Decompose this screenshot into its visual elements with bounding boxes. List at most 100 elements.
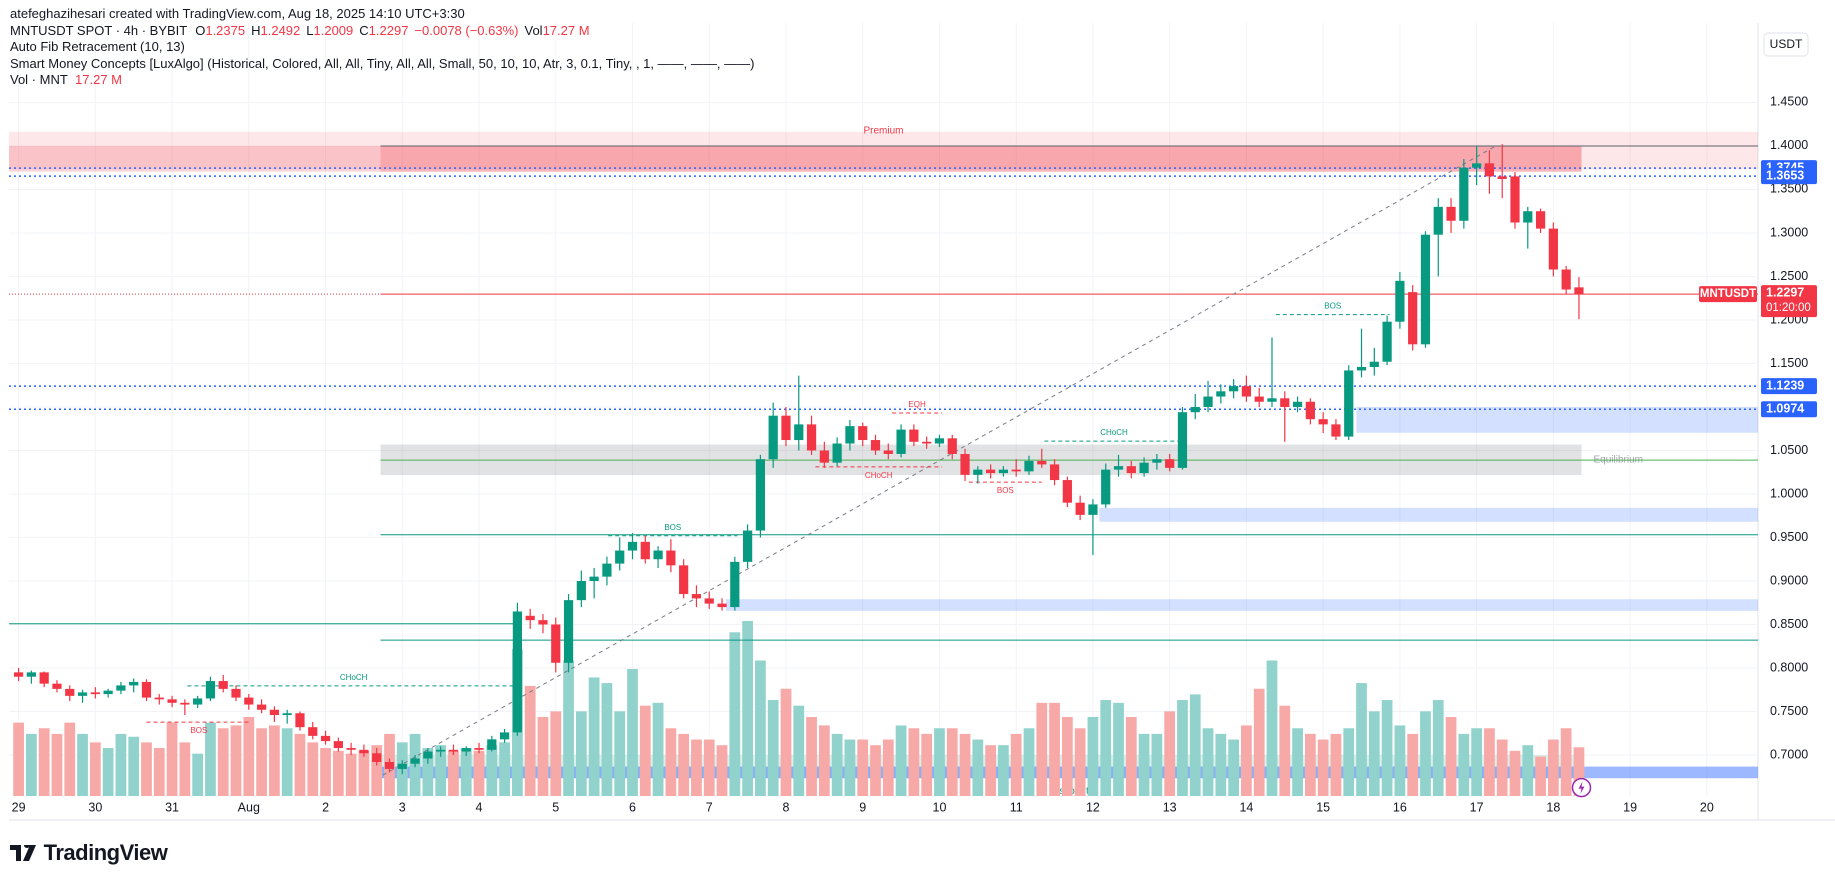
candle-body [423, 751, 433, 759]
candle-body [755, 459, 766, 531]
candle-body [525, 615, 535, 621]
candle-body [512, 611, 522, 733]
y-tick-label: 1.1500 [1770, 356, 1808, 370]
alert-bolt [1578, 781, 1585, 794]
candle-body [487, 739, 497, 750]
candle-body [1331, 424, 1341, 437]
x-tick-label: 7 [706, 800, 713, 814]
volume-bar [64, 722, 76, 796]
candle-body [653, 550, 663, 560]
volume-bar [1177, 700, 1188, 796]
candle-body [934, 438, 945, 444]
volume-bar [320, 748, 331, 796]
symbol: MNTUSDT SPOT · 4h · BYBIT [10, 22, 188, 38]
candle-body [295, 713, 305, 728]
candle-body [499, 732, 510, 740]
candle-body [896, 429, 906, 454]
vol-indicator[interactable]: Vol · MNT 17.27 M [10, 72, 754, 89]
candle-body [129, 681, 139, 686]
volume-bar [460, 748, 472, 796]
x-tick-label: 16 [1393, 800, 1407, 814]
volume-bar [115, 733, 127, 796]
candle-body [13, 672, 24, 677]
candle-body [730, 561, 740, 608]
volume-bar [1381, 700, 1393, 796]
structure-label: BOS [664, 523, 681, 532]
candle-body [704, 598, 714, 604]
volume-bar [550, 711, 562, 796]
volume-bar [972, 739, 984, 796]
zone [1356, 407, 1758, 433]
candle-body [1420, 234, 1431, 345]
indicator[interactable]: Auto Fib Retracement (10, 13) [10, 39, 185, 54]
volume-bar [627, 668, 638, 796]
candle-body [640, 541, 650, 560]
volume-bar [1356, 683, 1367, 796]
y-tick-label: 1.3500 [1770, 182, 1808, 196]
candle-body [372, 753, 382, 762]
candle-body [1356, 366, 1367, 371]
x-tick-label: 30 [88, 800, 102, 814]
volume-bar [448, 750, 459, 796]
candle-body [359, 749, 369, 754]
candle-body [551, 624, 561, 663]
x-tick-label: 2 [322, 800, 329, 814]
candle-body [282, 713, 292, 715]
candle-body [1126, 466, 1136, 474]
candle-body [602, 563, 612, 577]
candle-body [90, 692, 100, 695]
vol-indicator-value: 17.27 M [75, 72, 123, 87]
vol-indicator-name: Vol · MNT [10, 72, 68, 87]
candle-body [691, 594, 702, 599]
volume-bar [601, 683, 613, 796]
volume-bar [345, 753, 357, 796]
candle-body [1484, 163, 1495, 177]
volume-bar [1266, 660, 1278, 796]
candle-body [845, 426, 855, 444]
candle-body [973, 469, 983, 475]
currency-button[interactable] [1763, 32, 1809, 57]
candle-body [474, 748, 484, 750]
volume-bar [716, 745, 728, 796]
volume-bar [77, 733, 88, 796]
y-tick-label: 1.4500 [1770, 95, 1808, 109]
candle-body [1037, 460, 1047, 465]
candle-body [436, 749, 446, 752]
structure-label: CHoCH [340, 673, 368, 682]
volume-bar [294, 733, 306, 796]
volume-bar [985, 745, 996, 796]
candle-body [1574, 287, 1584, 295]
y-tick-label: 0.9000 [1770, 573, 1808, 587]
candle-body [1165, 459, 1175, 468]
x-tick-label: 19 [1623, 800, 1637, 814]
x-tick-label: 20 [1700, 800, 1714, 814]
volume-bar [1138, 733, 1150, 796]
volume-bar [1215, 733, 1227, 796]
volume-bar [192, 753, 204, 796]
volume-bar [1317, 739, 1329, 796]
candle-body [384, 761, 395, 769]
currency[interactable]: USDT [1770, 37, 1803, 51]
candle-body [26, 672, 36, 677]
volume-bar [307, 742, 319, 796]
candle-body [679, 565, 689, 595]
ohlc-label: O [195, 22, 206, 38]
candle-body [1113, 466, 1124, 470]
volume-bar [13, 722, 24, 796]
volume-bar [1049, 702, 1060, 796]
candle-body [1446, 206, 1456, 221]
countdown: 01:20:00 [1766, 302, 1811, 314]
symbol-line: MNTUSDT SPOT · 4h · BYBIT O1.2375 H1.2492 L… [10, 23, 754, 40]
candle-body [193, 698, 203, 705]
indicator[interactable]: Smart Money Concepts [LuxAlgo] (Historic… [10, 55, 755, 71]
fib-line [382, 145, 1497, 776]
logo-mark [10, 842, 36, 861]
structure-label: CHoCH [1100, 428, 1128, 437]
candle-body [1241, 386, 1252, 397]
price-tag-label: 1.1239 [1766, 378, 1804, 392]
volume-bar [1125, 716, 1137, 796]
candle-body [1177, 412, 1188, 468]
candle-body [615, 550, 625, 564]
volume-bar [1368, 711, 1380, 796]
candle-body [1062, 480, 1072, 503]
